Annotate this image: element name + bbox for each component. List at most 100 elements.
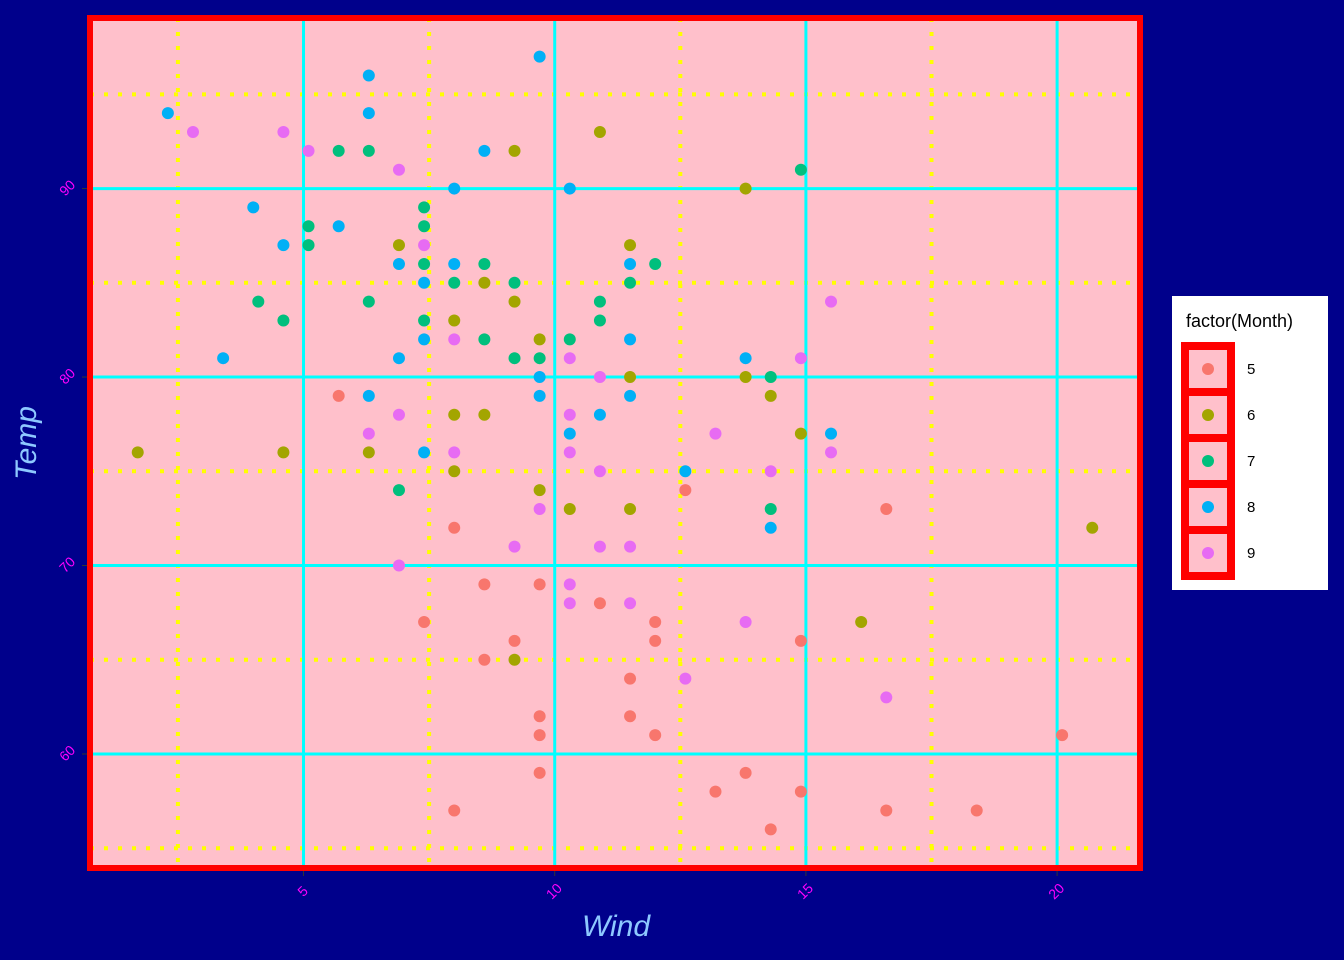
- point: [563, 333, 576, 346]
- point: [624, 597, 637, 610]
- point: [624, 540, 637, 553]
- point: [624, 276, 637, 289]
- point: [478, 333, 491, 346]
- point: [362, 427, 375, 440]
- legend-label: 8: [1247, 499, 1255, 516]
- point: [448, 465, 461, 478]
- point: [880, 691, 893, 704]
- point: [508, 634, 521, 647]
- point: [277, 446, 290, 459]
- point: [764, 521, 777, 534]
- points: [131, 50, 1099, 836]
- point: [418, 616, 431, 629]
- point: [794, 352, 807, 365]
- point: [563, 352, 576, 365]
- point: [418, 446, 431, 459]
- point: [362, 144, 375, 157]
- legend-label: 9: [1247, 545, 1255, 562]
- point: [362, 295, 375, 308]
- point: [593, 465, 606, 478]
- point: [448, 446, 461, 459]
- point: [302, 220, 315, 233]
- point: [392, 484, 405, 497]
- point: [277, 314, 290, 327]
- point: [1056, 729, 1069, 742]
- point: [764, 502, 777, 515]
- point: [764, 823, 777, 836]
- point: [533, 766, 546, 779]
- point: [533, 502, 546, 515]
- point: [332, 220, 345, 233]
- point: [478, 408, 491, 421]
- point: [508, 352, 521, 365]
- point: [277, 239, 290, 252]
- point: [593, 408, 606, 421]
- point: [533, 333, 546, 346]
- point: [739, 371, 752, 384]
- point: [593, 126, 606, 139]
- point: [392, 352, 405, 365]
- point: [794, 785, 807, 798]
- point: [624, 672, 637, 685]
- point: [186, 126, 199, 139]
- point: [332, 144, 345, 157]
- point: [508, 276, 521, 289]
- point: [478, 653, 491, 666]
- point: [563, 578, 576, 591]
- point: [563, 182, 576, 195]
- point: [508, 144, 521, 157]
- point: [508, 653, 521, 666]
- point: [247, 201, 260, 214]
- point: [880, 502, 893, 515]
- point: [563, 446, 576, 459]
- point: [679, 484, 692, 497]
- point: [418, 257, 431, 270]
- point: [332, 389, 345, 402]
- point: [533, 710, 546, 723]
- point: [448, 276, 461, 289]
- point: [649, 729, 662, 742]
- legend-title: factor(Month): [1186, 311, 1293, 331]
- legend-marker: [1202, 363, 1214, 375]
- point: [418, 314, 431, 327]
- point: [794, 427, 807, 440]
- panel-border: [87, 15, 1143, 871]
- point: [764, 371, 777, 384]
- point: [533, 484, 546, 497]
- point: [593, 371, 606, 384]
- panel: [90, 18, 1140, 868]
- point: [624, 239, 637, 252]
- point: [764, 389, 777, 402]
- y-axis-title: Temp: [10, 406, 43, 480]
- point: [418, 239, 431, 252]
- point: [970, 804, 983, 817]
- point: [624, 502, 637, 515]
- point: [302, 239, 315, 252]
- point: [739, 352, 752, 365]
- point: [739, 766, 752, 779]
- point: [649, 634, 662, 647]
- point: [448, 333, 461, 346]
- point: [362, 69, 375, 82]
- point: [794, 163, 807, 176]
- point: [362, 107, 375, 120]
- point: [478, 578, 491, 591]
- point: [709, 427, 722, 440]
- point: [825, 446, 838, 459]
- point: [161, 107, 174, 120]
- point: [418, 276, 431, 289]
- point: [508, 540, 521, 553]
- point: [448, 408, 461, 421]
- point: [563, 408, 576, 421]
- point: [362, 389, 375, 402]
- point: [392, 239, 405, 252]
- legend-label: 6: [1247, 407, 1255, 424]
- legend-marker: [1202, 501, 1214, 513]
- point: [794, 634, 807, 647]
- point: [418, 201, 431, 214]
- point: [855, 616, 868, 629]
- legend-label: 5: [1247, 361, 1255, 378]
- point: [593, 540, 606, 553]
- point: [533, 371, 546, 384]
